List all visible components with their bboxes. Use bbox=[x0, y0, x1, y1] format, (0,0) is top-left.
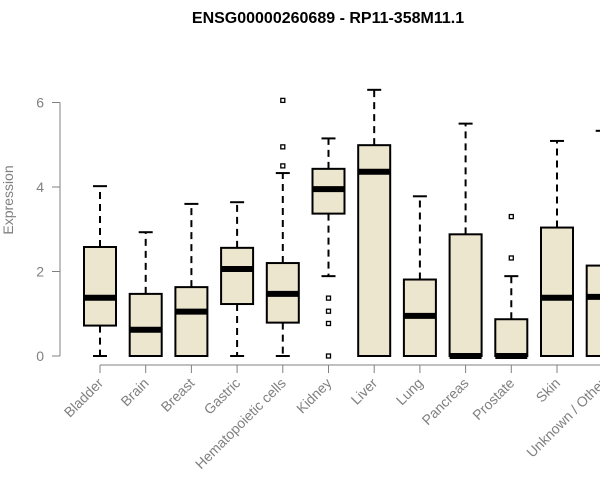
outlier-point bbox=[325, 308, 332, 314]
box-bladder bbox=[83, 185, 117, 357]
x-tick-label: Breast bbox=[158, 375, 198, 415]
outlier-point bbox=[508, 213, 514, 220]
x-tick-label: Skin bbox=[533, 375, 564, 406]
box-iqr bbox=[585, 264, 600, 357]
box-pancreas bbox=[448, 122, 483, 359]
box-iqr bbox=[540, 226, 574, 357]
box-unknown-other bbox=[585, 129, 600, 357]
outlier-point bbox=[508, 255, 514, 261]
x-tick-label: Prostate bbox=[469, 375, 517, 423]
box-iqr bbox=[128, 292, 163, 357]
y-tick-label: 0 bbox=[36, 348, 44, 364]
box-gastric bbox=[220, 201, 255, 357]
box-iqr bbox=[174, 286, 209, 358]
outlier-point bbox=[280, 97, 286, 104]
x-tick-label: Lung bbox=[393, 375, 426, 408]
y-tick-label: 6 bbox=[36, 95, 44, 111]
outlier-point bbox=[325, 295, 332, 301]
box-lung bbox=[402, 195, 437, 357]
x-tick-label: Hematopoietic cells bbox=[192, 375, 289, 472]
y-tick-label: 2 bbox=[36, 264, 44, 280]
outlier-point bbox=[280, 144, 286, 150]
box-brain bbox=[128, 231, 163, 357]
x-tick-label: Brain bbox=[117, 375, 151, 409]
outlier-point bbox=[325, 320, 332, 327]
chart-title: ENSG00000260689 - RP11-358M11.1 bbox=[192, 10, 464, 27]
outlier-point bbox=[325, 353, 332, 359]
y-axis-label: Expression bbox=[0, 165, 16, 234]
box-kidney bbox=[311, 137, 346, 359]
x-tick-label: Pancreas bbox=[419, 375, 472, 428]
y-axis: 0 2 4 6 bbox=[36, 95, 61, 364]
box-skin bbox=[540, 139, 574, 357]
box-breast bbox=[174, 202, 209, 358]
y-tick-label: 4 bbox=[36, 179, 44, 195]
box-hematopoietic-cells bbox=[265, 97, 300, 357]
x-tick-label: Liver bbox=[348, 375, 381, 408]
x-tick-label: Gastric bbox=[201, 375, 244, 418]
box-iqr bbox=[494, 318, 529, 357]
box-iqr bbox=[83, 245, 117, 327]
x-tick-label: Kidney bbox=[293, 375, 335, 417]
box-iqr bbox=[220, 246, 255, 306]
box-liver bbox=[357, 88, 392, 357]
box-prostate bbox=[494, 213, 529, 359]
box-series bbox=[83, 88, 600, 359]
outlier-point bbox=[280, 163, 286, 169]
box-iqr bbox=[357, 144, 392, 357]
box-iqr bbox=[448, 233, 483, 358]
x-tick-label: Bladder bbox=[61, 375, 107, 421]
